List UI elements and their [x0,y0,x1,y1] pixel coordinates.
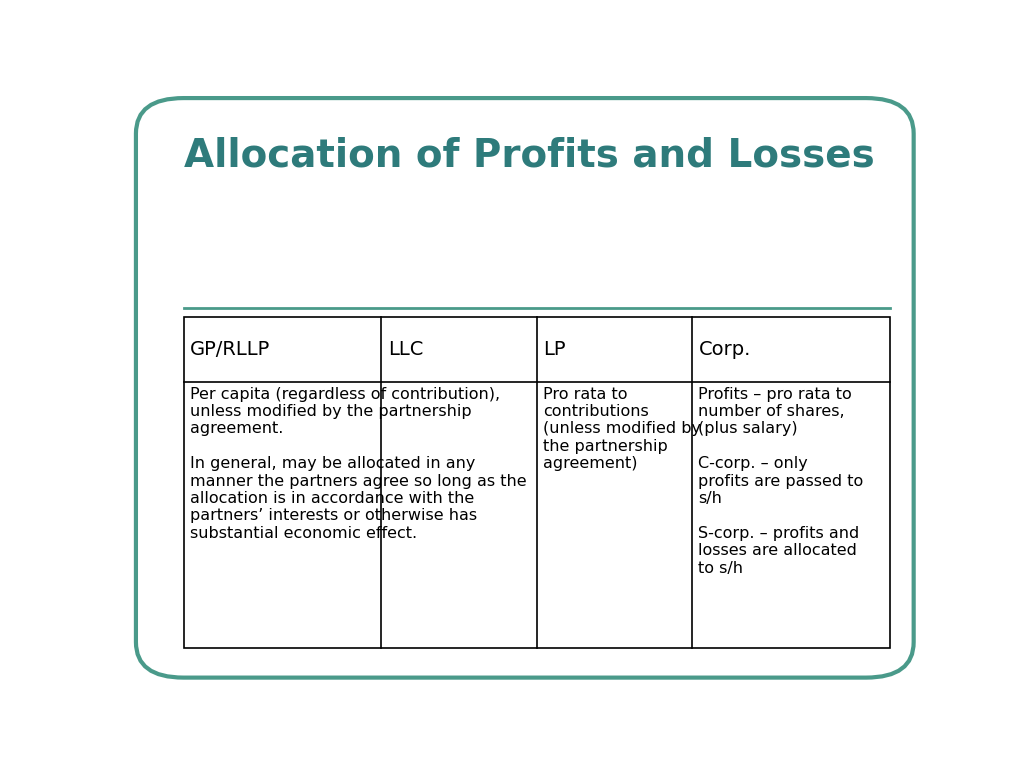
Text: Corp.: Corp. [698,340,751,359]
Text: Profits – pro rata to
number of shares,
(plus salary)

C-corp. – only
profits ar: Profits – pro rata to number of shares, … [698,386,863,576]
Text: LP: LP [543,340,565,359]
Text: Per capita (regardless of contribution),
unless modified by the partnership
agre: Per capita (regardless of contribution),… [189,386,526,541]
Text: LLC: LLC [388,340,423,359]
Bar [183,317,890,648]
FancyBboxPatch shape [136,98,913,677]
Text: Allocation of Profits and Losses: Allocation of Profits and Losses [183,137,874,175]
Text: GP/RLLP: GP/RLLP [189,340,270,359]
Text: Pro rata to
contributions
(unless modified by
the partnership
agreement): Pro rata to contributions (unless modifi… [543,386,701,472]
